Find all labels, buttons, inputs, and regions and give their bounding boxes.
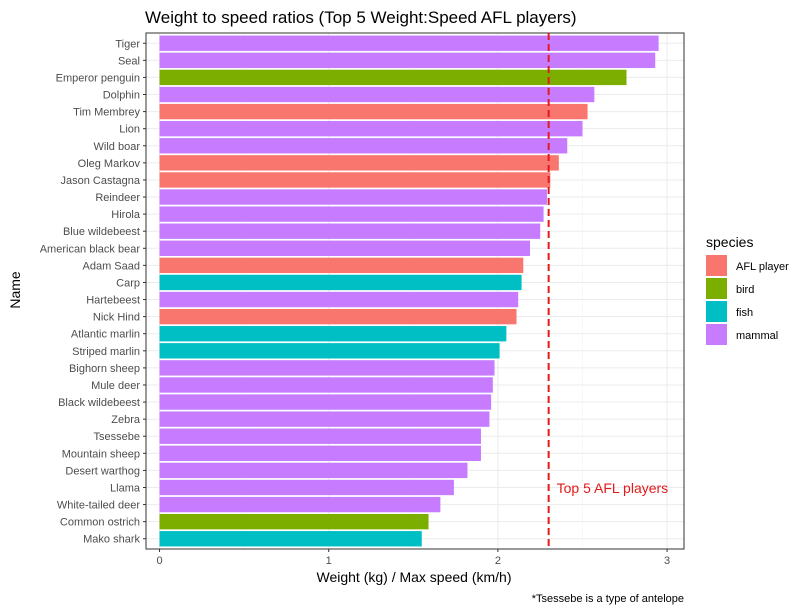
bar <box>159 69 627 86</box>
y-tick-label: Mountain sheep <box>62 448 140 460</box>
chart-title: Weight to speed ratios (Top 5 Weight:Spe… <box>145 8 577 27</box>
y-tick-label: Emperor penguin <box>56 72 140 84</box>
y-tick-label: Seal <box>118 55 140 67</box>
y-tick-label: Tim Membrey <box>73 107 140 119</box>
bar <box>159 257 524 274</box>
legend-key <box>706 301 727 322</box>
y-tick-label: Reindeer <box>95 192 140 204</box>
y-tick-label: Mako shark <box>83 534 140 546</box>
bar <box>159 240 531 256</box>
y-tick-label: Hartebeest <box>86 295 140 307</box>
reference-line-label: Top 5 AFL players <box>557 480 669 496</box>
bars-group <box>159 35 659 547</box>
y-tick-label: Carp <box>116 277 140 289</box>
bar <box>159 496 441 513</box>
bar <box>159 462 468 479</box>
bar <box>159 86 595 103</box>
legend-label: AFL player <box>736 261 789 273</box>
legend-label: fish <box>736 307 753 319</box>
y-tick-label: Llama <box>110 482 141 494</box>
y-tick-label: Oleg Markov <box>78 158 141 170</box>
panel-border <box>145 32 685 550</box>
legend-key <box>706 255 727 276</box>
y-tick-label: Adam Saad <box>83 260 140 272</box>
bar <box>159 445 481 462</box>
y-tick-label: Tiger <box>115 38 140 50</box>
legend: species AFL player bird fish mammal <box>706 234 789 345</box>
bar <box>159 172 551 188</box>
y-tick-label: Bighorn sheep <box>69 363 140 375</box>
bar <box>159 343 500 359</box>
x-tick-labels: 0 1 2 3 <box>156 549 670 567</box>
bar <box>159 103 588 120</box>
y-tick-label: Blue wildebeest <box>63 226 140 238</box>
bar <box>159 326 507 342</box>
bar <box>159 138 568 154</box>
caption: *Tsessebe is a type of antelope <box>532 593 684 605</box>
y-tick-label: Desert warthog <box>65 465 140 477</box>
x-axis-title: Weight (kg) / Max speed (km/h) <box>316 569 511 585</box>
legend-label: mammal <box>736 330 778 342</box>
y-tick-label: Tsessebe <box>94 431 140 443</box>
bar <box>159 291 519 308</box>
x-tick-label: 3 <box>664 555 670 567</box>
x-tick-label: 1 <box>326 555 332 567</box>
bar <box>159 155 559 171</box>
x-tick-label: 2 <box>495 555 501 567</box>
legend-label: bird <box>736 284 754 296</box>
bar <box>159 223 541 239</box>
bar <box>159 35 659 51</box>
bar <box>159 479 454 496</box>
bar <box>159 120 583 137</box>
y-tick-labels: Tiger Seal Emperor penguin Dolphin Tim Membr… <box>40 38 146 546</box>
legend-title: species <box>706 234 753 250</box>
bar <box>159 428 481 444</box>
y-tick-label: Jason Castagna <box>61 175 141 187</box>
reference-line-group: Top 5 AFL players <box>547 33 669 549</box>
bar <box>159 513 429 530</box>
y-tick-label: Dolphin <box>103 90 140 102</box>
y-tick-label: Atlantic marlin <box>71 329 140 341</box>
legend-key <box>706 324 727 345</box>
y-tick-label: Black wildebeest <box>58 397 140 409</box>
y-tick-label: Lion <box>119 124 140 136</box>
x-tick-label: 0 <box>156 555 162 567</box>
y-tick-label: Nick Hind <box>93 312 140 324</box>
legend-key <box>706 278 727 299</box>
bar <box>159 189 547 205</box>
y-tick-label: Mule deer <box>91 380 140 392</box>
y-tick-label: Common ostrich <box>60 517 140 529</box>
bar <box>159 531 422 547</box>
y-tick-label: American black bear <box>40 243 141 255</box>
y-tick-label: Striped marlin <box>72 346 140 358</box>
bar <box>159 411 490 427</box>
bar <box>159 377 493 393</box>
bar <box>159 52 656 69</box>
bar <box>159 274 522 291</box>
bar <box>159 206 544 222</box>
y-tick-label: Zebra <box>111 414 141 426</box>
bar <box>159 394 492 410</box>
bar <box>159 308 517 325</box>
bar <box>159 360 495 376</box>
y-tick-label: Hirola <box>111 209 141 221</box>
y-axis-title: Name <box>7 271 23 309</box>
y-tick-label: Wild boar <box>94 141 141 153</box>
y-tick-label: White-tailed deer <box>57 500 140 512</box>
